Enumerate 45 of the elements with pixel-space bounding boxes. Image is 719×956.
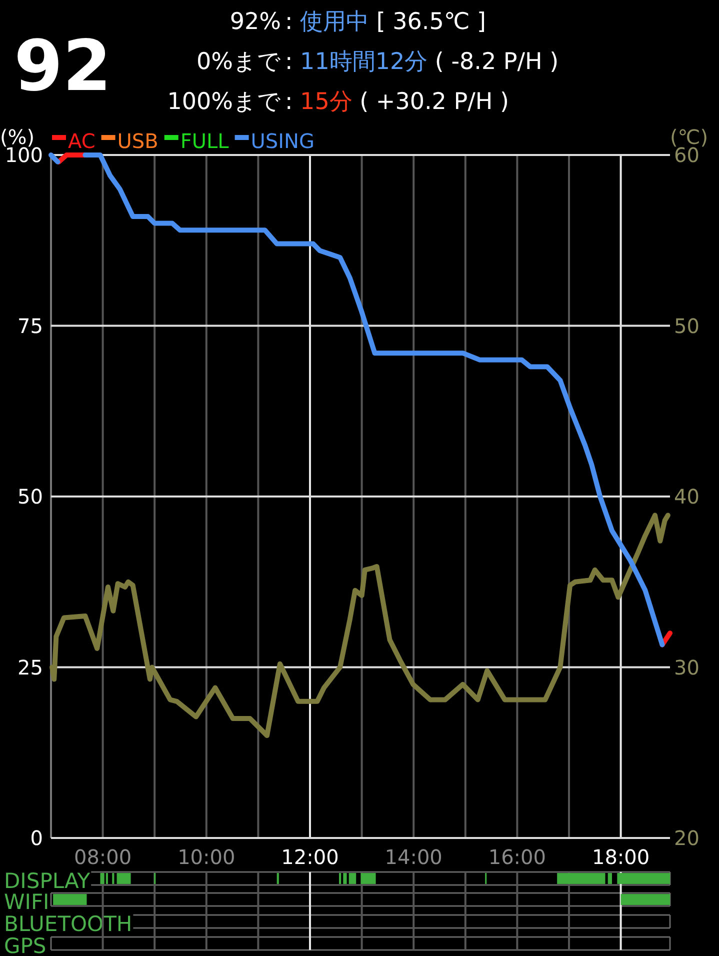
text: 11時間12分	[292, 49, 428, 75]
y-tick-label: 50	[18, 484, 43, 508]
bar	[53, 894, 87, 905]
text: 使用中	[292, 9, 370, 35]
x-tick-label: 12:00	[281, 845, 339, 869]
text: ( +30.2 P/H )	[352, 89, 509, 115]
text: 92%	[230, 9, 281, 35]
bar	[348, 873, 356, 884]
bar	[617, 873, 670, 884]
legend-label: USING	[250, 129, 314, 153]
text: :	[285, 9, 293, 35]
bar	[116, 873, 131, 884]
legend-label: USB	[117, 129, 158, 153]
y-tick-label: BLUETOOTH	[4, 912, 132, 936]
legend-label: FULL	[180, 129, 230, 153]
x-tick-label: 10:00	[178, 845, 236, 869]
x-tick-label: 08:00	[74, 845, 132, 869]
bar	[620, 894, 670, 905]
text: [ 36.5℃ ]	[369, 9, 486, 35]
text: 0%まで	[196, 49, 281, 75]
y-tick-label: 75	[18, 314, 43, 338]
y2-tick-label: 50	[674, 314, 700, 338]
text: 15分	[292, 89, 352, 115]
text: ( -8.2 P/H )	[428, 49, 559, 75]
x-tick-label: 18:00	[592, 845, 650, 869]
y-tick-label: WIFI	[4, 890, 50, 914]
y-tick-label: 0	[30, 826, 43, 850]
bar	[557, 873, 606, 884]
x-tick-label: 14:00	[384, 845, 442, 869]
text: :	[285, 49, 293, 75]
x-tick-label: 16:00	[488, 845, 546, 869]
y2-tick-label: 40	[674, 484, 700, 508]
y-tick-label: 25	[18, 655, 43, 680]
y2-tick-label: 20	[674, 826, 700, 850]
bar	[343, 873, 347, 884]
legend-label: AC	[68, 129, 96, 153]
bar	[100, 873, 104, 884]
bar	[608, 873, 612, 884]
text: :	[285, 89, 293, 115]
y-tick-label: GPS	[4, 934, 46, 956]
chart-title: 92	[14, 25, 112, 107]
y-tick-label: DISPLAY	[4, 869, 90, 893]
text: 100%まで	[167, 89, 281, 115]
bar	[360, 873, 376, 884]
y2-tick-label: 30	[674, 655, 700, 680]
